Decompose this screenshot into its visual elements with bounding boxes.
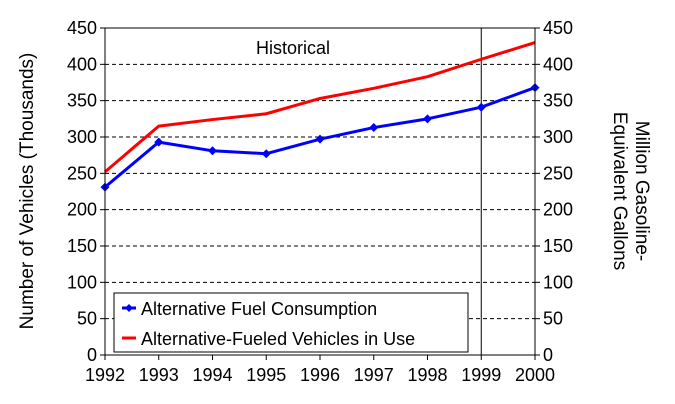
data-point [369, 123, 379, 133]
series-alternative-fueled-vehicles-in-use [104, 41, 536, 174]
data-point [261, 149, 271, 159]
y-axis-left-title: Number of Vehicles (Thousands) [17, 53, 38, 330]
data-point [423, 114, 432, 124]
x-tick-label: 1996 [300, 365, 340, 385]
y-left-tick-label: 100 [67, 272, 97, 292]
y-right-tick-label: 100 [543, 272, 573, 292]
y-left-tick-label: 400 [67, 54, 97, 74]
x-tick-label: 1997 [354, 365, 394, 385]
y-left-tick-label: 250 [67, 163, 97, 183]
series-alternative-fuel-consumption [100, 83, 540, 192]
y-left-tick-label: 450 [67, 18, 97, 38]
data-point [476, 102, 486, 112]
y-left-tick-label: 300 [67, 127, 97, 147]
legend-label-fuel: Alternative Fuel Consumption [141, 299, 377, 319]
y-right-tick-label: 200 [543, 200, 573, 220]
data-point [208, 146, 217, 156]
legend-swatch-fuel-marker [125, 304, 133, 312]
y-left-tick-label: 200 [67, 200, 97, 220]
y-right-tick-label: 150 [543, 236, 573, 256]
x-tick-label: 1998 [407, 365, 447, 385]
y-axis-right-title-line2: Equivalent Gallons [609, 112, 630, 270]
axes: 0 0 50 50 100 100 150 150 200 200 250 250 300 300 350 3… [67, 18, 573, 385]
legend-box [113, 292, 469, 353]
y-right-tick-label: 350 [543, 91, 573, 111]
y-right-tick-label: 250 [543, 163, 573, 183]
x-tick-label: 1999 [461, 365, 501, 385]
y-left-tick-label: 150 [67, 236, 97, 256]
historical-annotation: Historical [256, 38, 330, 58]
y-left-tick-label: 350 [67, 91, 97, 111]
x-tick-label: 1992 [85, 365, 125, 385]
data-point [154, 137, 164, 147]
series-layer [100, 41, 540, 192]
y-left-tick-label: 50 [77, 309, 97, 329]
data-point [315, 134, 325, 144]
y-right-tick-label: 300 [543, 127, 573, 147]
x-tick-label: 1995 [246, 365, 286, 385]
y-right-tick-label: 50 [543, 309, 563, 329]
x-tick-label: 1994 [192, 365, 232, 385]
y-left-tick-label: 0 [87, 345, 97, 365]
x-tick-label: 1993 [139, 365, 179, 385]
y-right-tick-label: 400 [543, 54, 573, 74]
legend: Alternative Fuel Consumption Alternative… [113, 292, 469, 353]
y-right-tick-label: 450 [543, 18, 573, 38]
y-axis-right-title-line1: Million Gasoline- [631, 121, 652, 261]
legend-label-vehicles: Alternative-Fueled Vehicles in Use [141, 329, 415, 349]
series-line [104, 41, 536, 174]
x-tick-label: 2000 [515, 365, 555, 385]
y-right-tick-label: 0 [543, 345, 553, 365]
y-axis-right-title: Million Gasoline- Equivalent Gallons [609, 112, 652, 270]
